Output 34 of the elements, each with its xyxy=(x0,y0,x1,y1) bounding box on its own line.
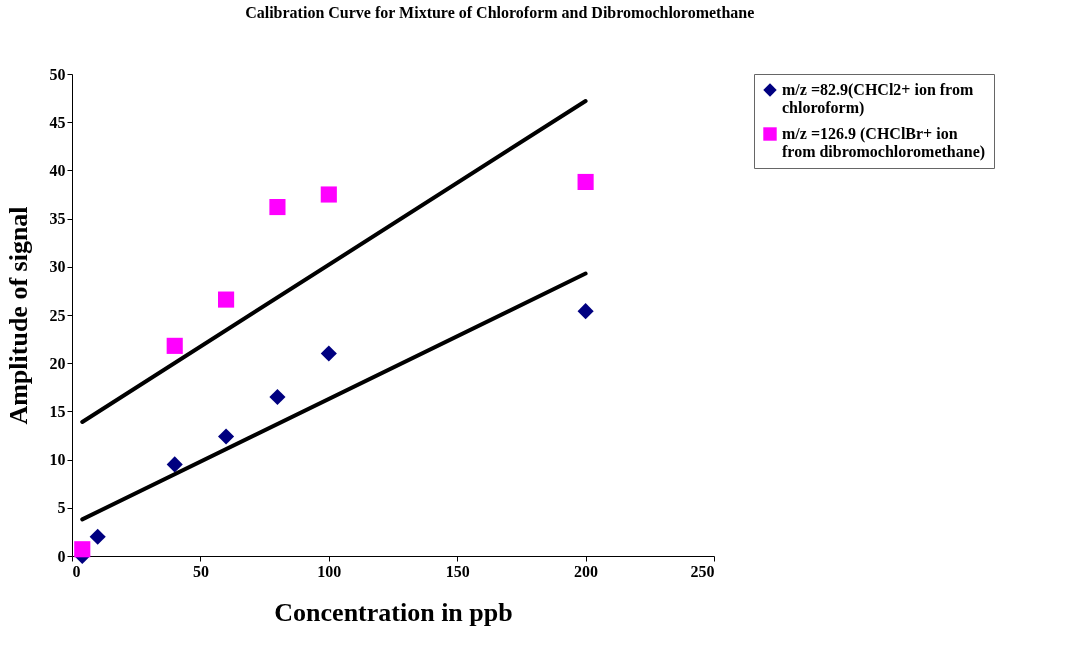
point xyxy=(218,291,235,308)
legend-label: m/z =82.9(CHCl2+ ion from chloroform) xyxy=(782,81,974,117)
x-tick-label: 0 xyxy=(72,562,81,580)
point xyxy=(577,303,594,320)
y-tick-label: 35 xyxy=(49,210,66,228)
y-tick-label: 0 xyxy=(57,547,66,565)
y-tick-label: 15 xyxy=(49,402,66,420)
point xyxy=(218,428,235,445)
y-tick-label: 40 xyxy=(49,161,66,179)
point xyxy=(74,541,91,558)
y-axis-title: Amplitude of signal xyxy=(3,206,33,425)
point xyxy=(166,337,183,354)
x-tick-label: 50 xyxy=(192,562,209,580)
point xyxy=(269,198,286,216)
y-tick-label: 45 xyxy=(49,113,66,131)
point xyxy=(89,528,106,545)
y-tick-label: 20 xyxy=(49,354,66,372)
x-tick-label: 150 xyxy=(445,562,470,580)
y-tick-label: 10 xyxy=(49,451,66,469)
point xyxy=(320,186,337,203)
point xyxy=(269,388,286,405)
legend-label: m/z =126.9 (CHClBr+ ion from dibromochloromethane) xyxy=(782,125,986,161)
x-tick-label: 200 xyxy=(574,562,599,580)
point xyxy=(320,345,337,362)
y-tick-label: 25 xyxy=(49,306,66,324)
point xyxy=(166,456,183,473)
y-tick-label: 50 xyxy=(49,65,66,83)
y-tick-label: 30 xyxy=(49,258,66,276)
x-axis-title: Concentration in ppb xyxy=(274,597,513,627)
y-tick-label: 5 xyxy=(57,499,66,517)
x-tick-label: 100 xyxy=(317,562,342,580)
point xyxy=(577,173,594,191)
x-tick-label: 250 xyxy=(690,562,715,580)
chart-title: Calibration Curve for Mixture of Chloroform and Dibromochloromethane xyxy=(245,4,755,21)
